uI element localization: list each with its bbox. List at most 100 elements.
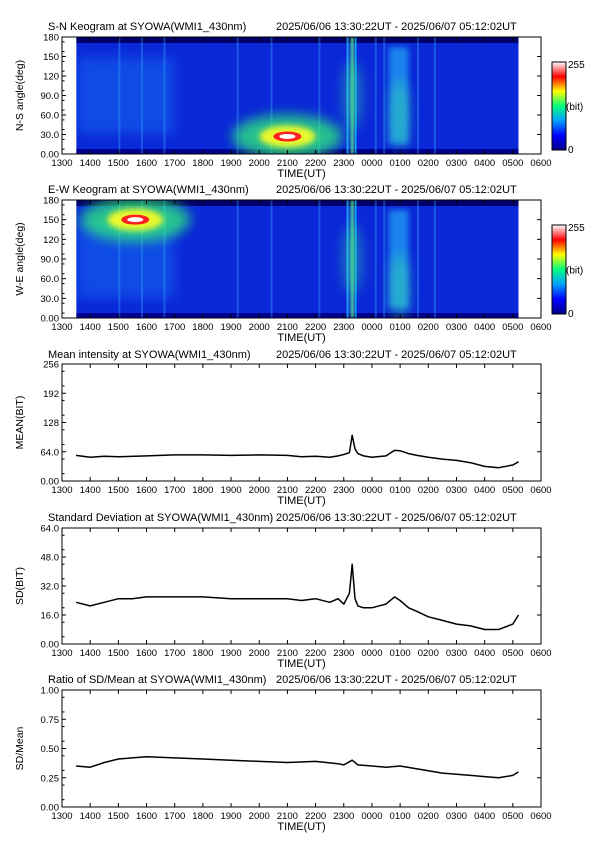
keogram-striation [118, 200, 121, 318]
keogram-striation [318, 200, 321, 318]
y-tick-label: 128 [43, 418, 59, 429]
keogram-striation [433, 37, 436, 154]
aurora-hotspot-white [127, 217, 144, 223]
y-tick-label: 256 [43, 360, 59, 371]
y-tick-label: 0.75 [41, 715, 60, 726]
y-tick-label: 30.0 [41, 130, 60, 141]
x-tick-label: 1400 [80, 158, 101, 169]
x-tick-label: 0600 [530, 158, 551, 169]
x-tick-label: 0600 [530, 648, 551, 659]
y-axis-label: SD(BIT) [14, 567, 26, 605]
x-tick-label: 0500 [502, 322, 523, 333]
y-tick-label: 48.0 [41, 553, 60, 564]
y-tick-label: 0.50 [41, 744, 60, 755]
y-tick-label: 32.0 [41, 582, 60, 593]
series-line [76, 755, 519, 779]
keogram-horizon-band [76, 200, 519, 206]
x-tick-label: 1400 [80, 322, 101, 333]
x-tick-label: 2200 [305, 811, 326, 822]
keogram-image [76, 37, 519, 154]
x-tick-label: 1400 [80, 648, 101, 659]
colorbar: 255 (bit) 0 [551, 223, 585, 320]
x-tick-label: 2200 [305, 322, 326, 333]
series-line [75, 563, 520, 631]
x-tick-label: 0300 [446, 158, 467, 169]
x-tick-label: 1900 [220, 485, 241, 496]
x-tick-label: 2200 [305, 648, 326, 659]
x-axis-label: TIME(UT) [277, 168, 325, 180]
x-tick-label: 0600 [530, 322, 551, 333]
keogram-striation [140, 200, 143, 318]
colorbar: 255 (bit) 0 [551, 60, 585, 156]
y-tick-label: 90.0 [41, 91, 60, 102]
x-tick-label: 0200 [418, 322, 439, 333]
x-tick-label: 1400 [80, 811, 101, 822]
y-axis-label: SD/Mean [14, 726, 26, 770]
y-tick-label: 90.0 [41, 255, 60, 266]
chart-panel-4: Standard Deviation at SYOWA(WMI1_430nm) 2… [14, 512, 552, 670]
series-line [76, 434, 519, 469]
x-tick-label: 1800 [192, 158, 213, 169]
x-tick-label: 2100 [277, 158, 298, 169]
chart-time-range: 2025/06/06 13:30:22UT - 2025/06/07 05:12… [276, 512, 517, 524]
x-tick-label: 1900 [220, 811, 241, 822]
colorbar-gradient [551, 224, 567, 315]
x-tick-label: 0500 [502, 158, 523, 169]
chart-panel-1: S-N Keogram at SYOWA(WMI1_430nm) 2025/06/… [14, 21, 585, 180]
x-tick-label: 2200 [305, 485, 326, 496]
x-tick-label: 2300 [333, 158, 354, 169]
keogram-striation [163, 200, 166, 318]
keogram-glow [76, 57, 175, 134]
x-tick-label: 0100 [390, 811, 411, 822]
x-tick-label: 0400 [474, 811, 495, 822]
colorbar-max-label: 255 [568, 223, 585, 234]
y-axis-label: MEAN(BIT) [14, 396, 26, 450]
x-tick-label: 0600 [530, 811, 551, 822]
chart-time-range: 2025/06/06 13:30:22UT - 2025/06/07 05:12… [276, 349, 517, 361]
x-tick-label: 0100 [390, 322, 411, 333]
x-tick-label: 1900 [220, 648, 241, 659]
x-tick-label: 0400 [474, 322, 495, 333]
colorbar-min-label: 0 [568, 145, 574, 156]
y-tick-label: 64.0 [41, 447, 60, 458]
x-tick-label: 1700 [164, 322, 185, 333]
colorbar-min-label: 0 [568, 309, 574, 320]
aurora-patch [342, 60, 363, 131]
x-tick-label: 0500 [502, 485, 523, 496]
y-tick-label: 150 [43, 215, 59, 226]
y-tick-label: 120 [43, 235, 59, 246]
x-tick-label: 2300 [333, 322, 354, 333]
y-tick-label: 192 [43, 389, 59, 400]
x-tick-label: 2000 [249, 811, 270, 822]
x-tick-label: 0300 [446, 648, 467, 659]
chart-title: S-N Keogram at SYOWA(WMI1_430nm) [48, 21, 246, 33]
x-tick-label: 1600 [136, 648, 157, 659]
keogram-striation [118, 37, 121, 154]
keogram-striation [383, 37, 386, 154]
x-tick-label: 1400 [80, 485, 101, 496]
y-tick-label: 60.0 [41, 111, 60, 122]
x-tick-label: 0400 [474, 485, 495, 496]
chart-time-range: 2025/06/06 13:30:22UT - 2025/06/07 05:12… [276, 184, 517, 196]
keogram-horizon-band [76, 37, 519, 43]
aurora-patch [390, 79, 411, 151]
y-tick-label: 150 [43, 52, 59, 63]
x-tick-label: 0200 [418, 158, 439, 169]
x-tick-label: 0500 [502, 811, 523, 822]
plot-frame [61, 527, 542, 645]
x-tick-label: 0000 [361, 158, 382, 169]
x-tick-label: 1300 [51, 648, 72, 659]
x-tick-label: 1700 [164, 648, 185, 659]
x-tick-label: 2100 [277, 811, 298, 822]
x-tick-label: 1500 [108, 811, 129, 822]
colorbar-unit-label: (bit) [566, 102, 583, 113]
aurora-hotspot-white [279, 133, 296, 139]
x-tick-label: 0100 [390, 485, 411, 496]
x-tick-label: 1300 [51, 811, 72, 822]
x-axis-label: TIME(UT) [277, 332, 325, 344]
x-tick-label: 1300 [51, 158, 72, 169]
keogram-image [76, 200, 519, 318]
x-tick-label: 2300 [333, 485, 354, 496]
x-tick-label: 0200 [418, 648, 439, 659]
